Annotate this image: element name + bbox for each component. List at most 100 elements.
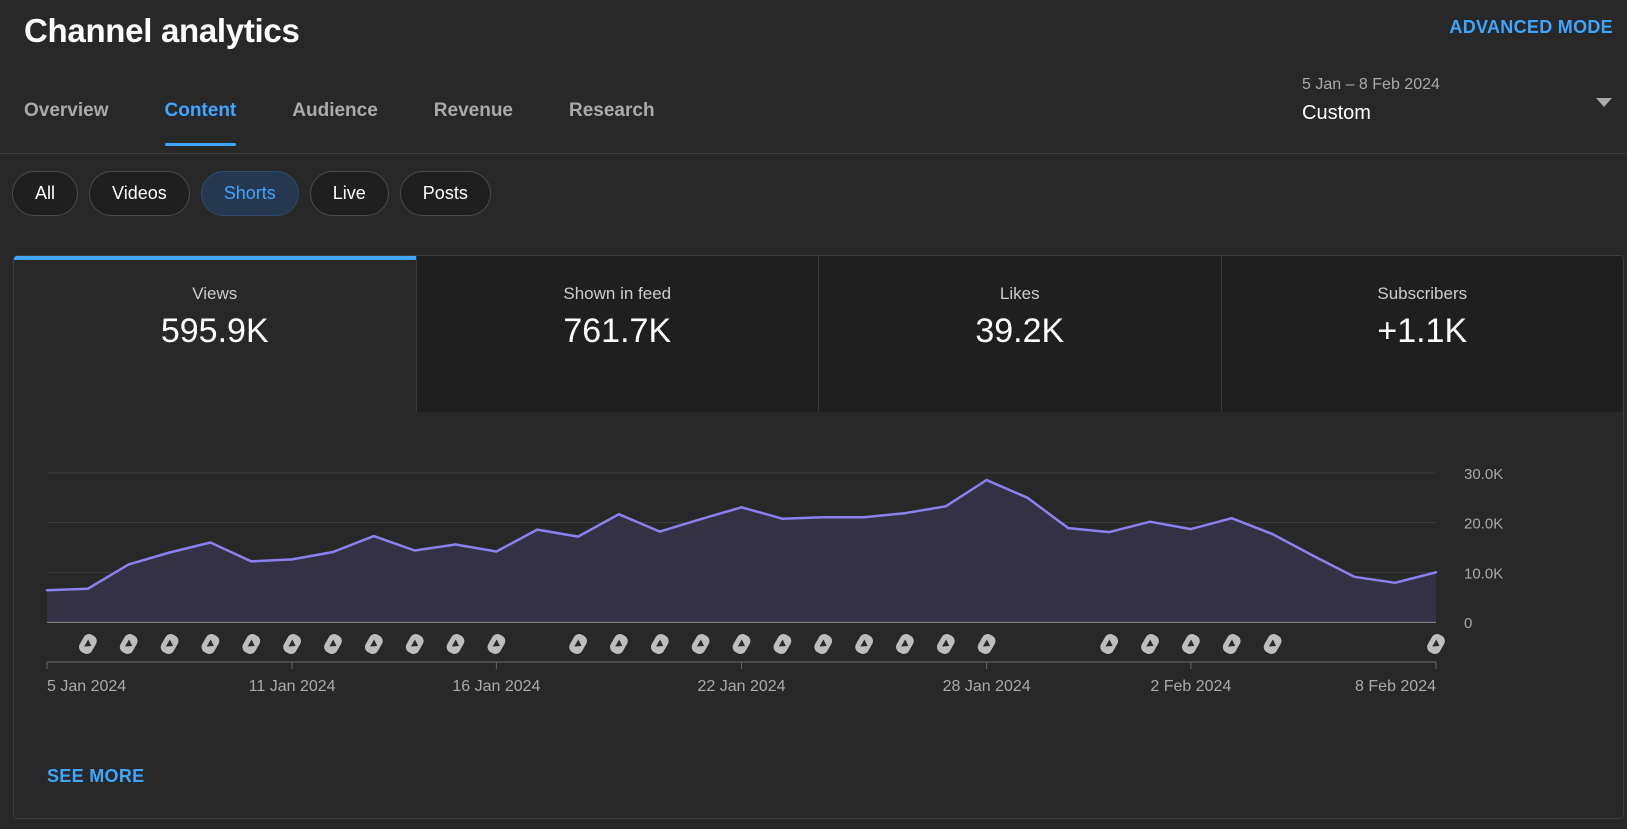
tab-research[interactable]: Research (569, 100, 655, 121)
data-point (495, 550, 498, 553)
x-tick-label: 11 Jan 2024 (249, 678, 336, 695)
data-point (1148, 520, 1152, 523)
shorts-icon[interactable] (1221, 632, 1243, 656)
shorts-icon[interactable] (853, 632, 875, 656)
tab-revenue[interactable]: Revenue (433, 100, 513, 121)
metric-tabs: Views 595.9K Shown in feed 761.7K Likes … (14, 256, 1623, 412)
content-type-filter: All Videos Shorts Live Posts (12, 171, 502, 216)
data-point (1108, 530, 1111, 534)
shorts-icon[interactable] (1262, 632, 1284, 656)
data-point (985, 478, 988, 482)
header-divider (0, 153, 1627, 154)
shorts-icon[interactable] (77, 632, 99, 656)
data-point (127, 563, 130, 566)
tab-content[interactable]: Content (164, 100, 236, 146)
shorts-icon[interactable] (281, 632, 303, 656)
shorts-icon[interactable] (1425, 632, 1447, 656)
analytics-card: Views 595.9K Shown in feed 761.7K Likes … (13, 255, 1624, 819)
chip-videos[interactable]: Videos (89, 171, 190, 216)
data-point (699, 518, 702, 521)
page-title: Channel analytics (24, 12, 300, 49)
data-point (250, 560, 253, 563)
metric-views[interactable]: Views 595.9K (14, 256, 416, 412)
shorts-icon[interactable] (730, 632, 752, 656)
metric-shown-in-feed[interactable]: Shown in feed 761.7K (415, 256, 818, 412)
y-tick-label: 10.0K (1464, 565, 1503, 582)
data-point (168, 551, 171, 554)
shorts-icon[interactable] (649, 632, 671, 656)
data-point (1271, 532, 1274, 536)
date-preset-text: Custom (1302, 102, 1371, 124)
shorts-icon[interactable] (199, 632, 221, 656)
data-point (1434, 571, 1438, 574)
shorts-icon[interactable] (118, 632, 140, 656)
advanced-mode-button[interactable]: ADVANCED MODE (1449, 17, 1613, 37)
shorts-icon[interactable] (976, 632, 998, 656)
tab-audience[interactable]: Audience (292, 100, 378, 121)
data-point (781, 517, 784, 520)
shorts-icon[interactable] (1098, 632, 1120, 656)
views-area (47, 480, 1436, 622)
chip-shorts[interactable]: Shorts (200, 171, 299, 216)
data-point (454, 543, 457, 546)
metric-label: Shown in feed (563, 284, 672, 303)
data-point (617, 513, 621, 516)
data-point (331, 550, 335, 554)
analytics-tabs: Overview Content Audience Revenue Resear… (24, 100, 711, 146)
shorts-icon[interactable] (935, 632, 957, 656)
see-more-link[interactable]: SEE MORE (47, 766, 145, 786)
shorts-icon[interactable] (771, 632, 793, 656)
metric-subscribers[interactable]: Subscribers +1.1K (1220, 256, 1623, 412)
shorts-icon[interactable] (894, 632, 916, 656)
data-point (290, 558, 294, 561)
data-point (1353, 575, 1356, 578)
data-point (372, 534, 375, 538)
data-point (740, 506, 743, 509)
shorts-icon[interactable] (159, 632, 181, 656)
metric-likes[interactable]: Likes 39.2K (818, 256, 1221, 412)
shorts-icon[interactable] (1180, 632, 1202, 656)
x-tick-label: 2 Feb 2024 (1150, 678, 1231, 695)
date-range-picker[interactable]: 5 Jan – 8 Feb 2024 Custom (1302, 76, 1612, 132)
shorts-icon[interactable] (322, 632, 344, 656)
metric-label: Likes (999, 284, 1040, 303)
metric-value: 595.9K (160, 312, 269, 350)
data-point (536, 528, 539, 531)
y-tick-label: 0 (1464, 615, 1472, 632)
metric-value: +1.1K (1377, 312, 1468, 350)
chip-posts[interactable]: Posts (399, 171, 491, 216)
chip-all[interactable]: All (12, 171, 79, 216)
data-point (1026, 496, 1029, 499)
data-point (45, 589, 49, 592)
data-point (658, 530, 661, 533)
shorts-icon[interactable] (240, 632, 262, 656)
shorts-icon[interactable] (608, 632, 630, 656)
shorts-icon[interactable] (404, 632, 426, 656)
x-tick-label: 28 Jan 2024 (943, 678, 1031, 695)
data-point (209, 541, 212, 544)
x-tick-label: 22 Jan 2024 (697, 678, 785, 695)
date-range-text: 5 Jan – 8 Feb 2024 (1302, 76, 1440, 93)
shorts-icon[interactable] (1139, 632, 1161, 656)
shorts-icon[interactable] (485, 632, 507, 656)
shorts-icon[interactable] (444, 632, 466, 656)
dropdown-arrow-icon[interactable] (1596, 98, 1612, 107)
shorts-icon[interactable] (690, 632, 712, 656)
views-chart: 0 10.0K 20.0K 30.0K 5 Jan 2024 11 Jan 2024 16 … (45, 466, 1503, 695)
y-tick-label: 30.0K (1464, 466, 1503, 483)
shorts-icon[interactable] (567, 632, 589, 656)
tab-overview[interactable]: Overview (24, 100, 109, 121)
x-tick-label: 16 Jan 2024 (452, 678, 540, 695)
chip-live[interactable]: Live (309, 171, 389, 216)
metric-label: Subscribers (1377, 284, 1468, 303)
data-point (944, 505, 947, 508)
data-point (1067, 526, 1070, 530)
y-tick-label: 20.0K (1464, 516, 1503, 533)
shorts-icon[interactable] (363, 632, 385, 656)
shorts-icon[interactable] (812, 632, 834, 656)
data-point (903, 512, 907, 515)
data-point (86, 587, 90, 590)
data-point (1312, 554, 1315, 558)
x-tick-label: 5 Jan 2024 (47, 678, 126, 695)
data-point (1393, 581, 1397, 584)
